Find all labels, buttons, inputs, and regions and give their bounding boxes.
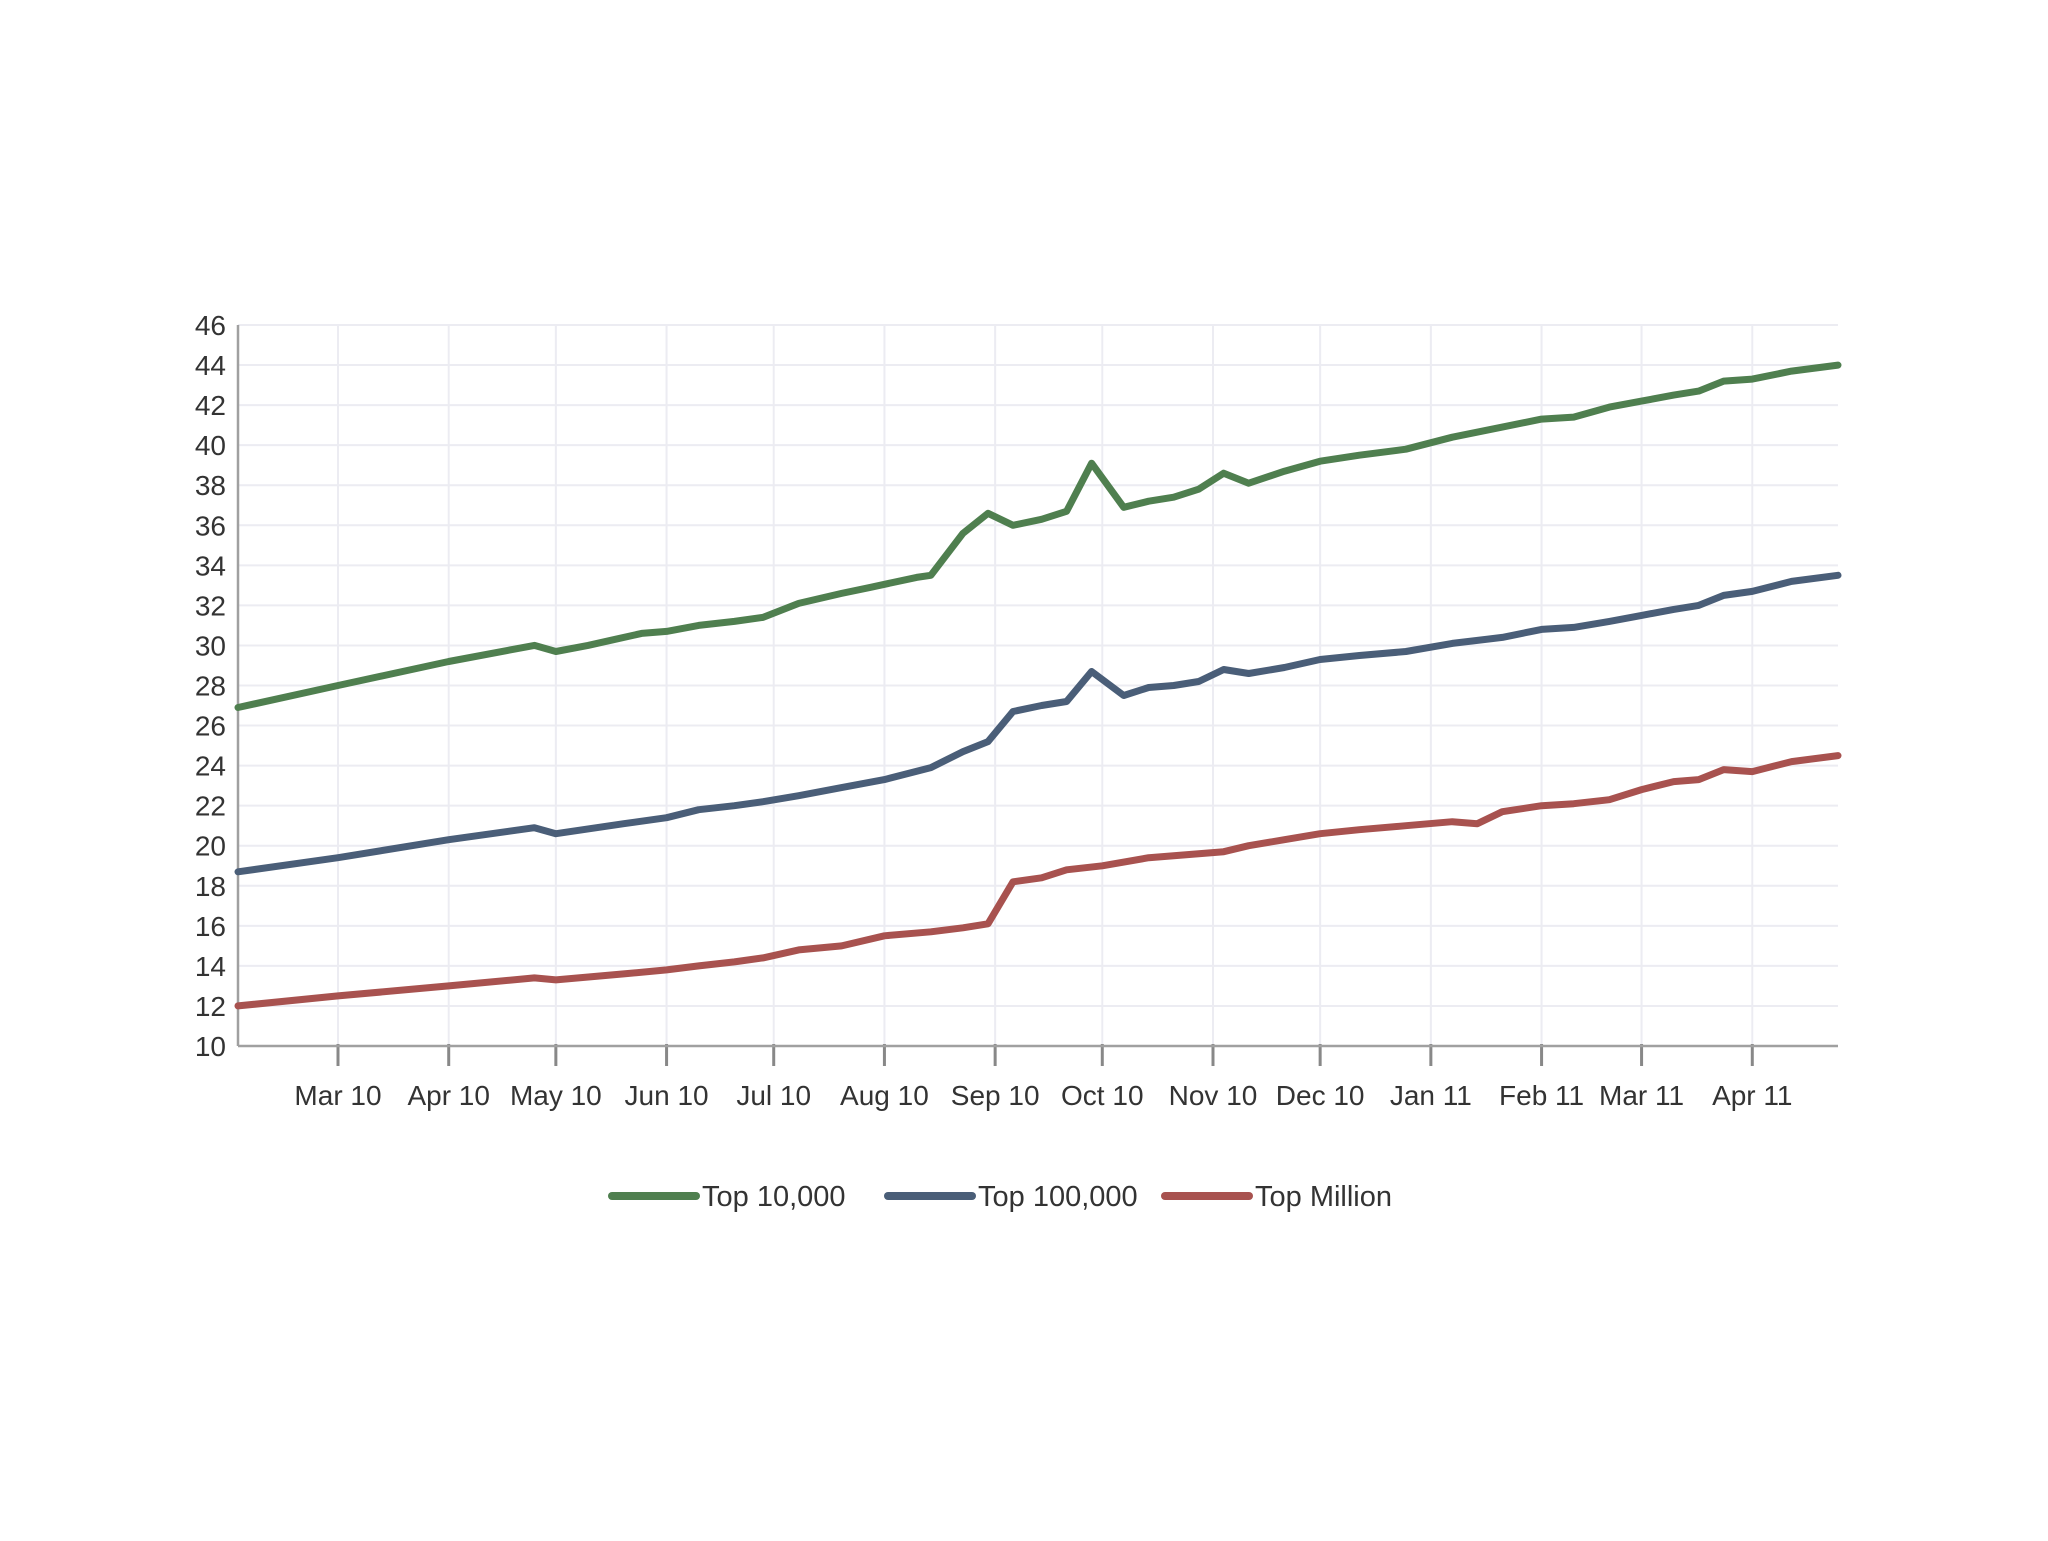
axes <box>236 325 1838 1066</box>
x-tick-label: Oct 10 <box>1061 1080 1143 1111</box>
y-axis-tick-labels: 10 12 14 16 18 20 22 24 26 28 30 32 34 36 38 40 42 44 46 <box>195 310 226 1062</box>
x-tick-label: Dec 10 <box>1276 1080 1365 1111</box>
x-tick-label: Jun 10 <box>625 1080 709 1111</box>
x-tick-label: Aug 10 <box>840 1080 929 1111</box>
y-tick-label: 10 <box>195 1031 226 1062</box>
legend-label-top-100-000: Top 100,000 <box>978 1181 1138 1213</box>
y-tick-label: 42 <box>195 390 226 421</box>
y-tick-label: 16 <box>195 911 226 942</box>
x-tick-label: Mar 11 <box>1599 1080 1684 1111</box>
y-tick-label: 14 <box>195 951 226 982</box>
x-tick-label: May 10 <box>510 1080 602 1111</box>
x-tick-label: Jul 10 <box>736 1080 811 1111</box>
y-tick-label: 40 <box>195 430 226 461</box>
x-tick-label: Apr 10 <box>407 1080 490 1111</box>
y-tick-label: 46 <box>195 310 226 341</box>
series-line-top-100-000 <box>234 571 1842 876</box>
legend: Top 10,000 Top 100,000 Top Million <box>608 1181 1392 1213</box>
y-tick-label: 30 <box>195 630 226 661</box>
y-tick-label: 38 <box>195 470 226 501</box>
y-tick-label: 18 <box>195 871 226 902</box>
y-tick-label: 22 <box>195 791 226 822</box>
y-tick-label: 32 <box>195 590 226 621</box>
y-tick-label: 28 <box>195 671 226 702</box>
legend-label-top-10-000: Top 10,000 <box>702 1181 846 1213</box>
series-line-top-million <box>234 752 1842 1010</box>
grid-lines <box>238 324 1838 1046</box>
x-tick-label: Nov 10 <box>1169 1080 1258 1111</box>
x-tick-label: Feb 11 <box>1499 1080 1584 1111</box>
y-tick-label: 36 <box>195 510 226 541</box>
legend-label-top-million: Top Million <box>1255 1181 1392 1213</box>
x-axis-tick-labels: Mar 10 Apr 10 May 10 Jun 10 Jul 10 Aug 10 Sep … <box>294 1080 1792 1111</box>
x-tick-label: Apr 11 <box>1712 1080 1792 1111</box>
y-tick-label: 26 <box>195 711 226 742</box>
x-tick-label: Mar 10 <box>294 1080 381 1111</box>
y-tick-label: 20 <box>195 831 226 862</box>
y-tick-label: 12 <box>195 991 226 1022</box>
x-tick-label: Jan 11 <box>1390 1080 1472 1111</box>
y-tick-label: 34 <box>195 550 226 581</box>
series-lines <box>234 361 1842 1010</box>
series-line-top-10-000 <box>234 361 1842 711</box>
x-tick-label: Sep 10 <box>951 1080 1040 1111</box>
y-tick-label: 44 <box>195 350 226 381</box>
y-tick-label: 24 <box>195 751 226 782</box>
